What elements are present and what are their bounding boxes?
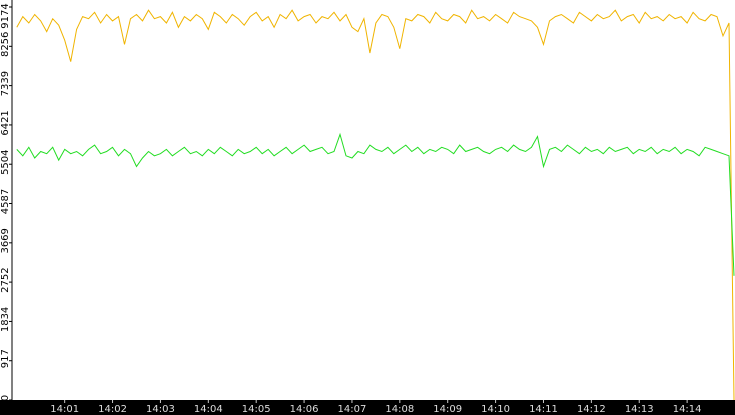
x-tick-label: 14:08 — [385, 404, 414, 415]
x-tick-label: 14:11 — [529, 404, 558, 415]
y-tick-label: 5504 — [0, 149, 11, 174]
y-tick-label: 0 — [0, 395, 11, 401]
x-tick-label: 14:03 — [146, 404, 175, 415]
series-line — [16, 9, 735, 401]
x-tick-label: 14:12 — [577, 404, 606, 415]
y-tick-label: 1834 — [0, 307, 11, 332]
y-tick-label: 917 — [0, 349, 11, 368]
x-tick-label: 14:05 — [242, 404, 271, 415]
x-tick-label: 14:09 — [433, 404, 462, 415]
y-tick-label: 8256 — [0, 32, 11, 57]
y-tick-label: 4587 — [0, 189, 11, 214]
y-tick-label: 9174 — [0, 3, 11, 28]
time-bar — [0, 400, 735, 415]
x-tick-label: 14:13 — [625, 404, 654, 415]
x-tick-label: 14:01 — [50, 404, 79, 415]
y-tick-label: 2752 — [0, 267, 11, 292]
x-tick-label: 14:14 — [673, 404, 702, 415]
x-tick-label: 14:10 — [481, 404, 510, 415]
x-tick-label: 14:02 — [98, 404, 127, 415]
x-tick-label: 14:04 — [194, 404, 223, 415]
y-tick-label: 7339 — [0, 71, 11, 96]
x-tick-label: 14:06 — [290, 404, 319, 415]
y-tick-label: 6421 — [0, 110, 11, 135]
series-line — [16, 132, 735, 276]
y-tick-label: 3669 — [0, 228, 11, 253]
x-tick-label: 14:07 — [338, 404, 367, 415]
